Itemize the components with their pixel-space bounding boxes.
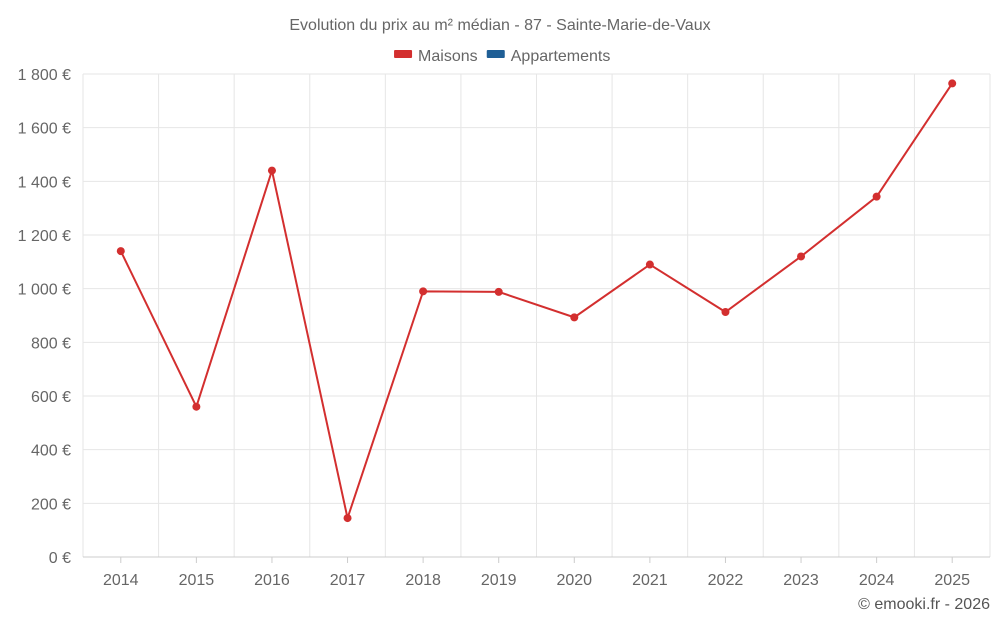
legend: Maisons Appartements xyxy=(394,48,610,65)
y-tick-label: 1 600 € xyxy=(18,121,71,138)
x-tick-label: 2021 xyxy=(632,572,668,589)
x-tick-label: 2024 xyxy=(859,572,895,589)
y-tick-label: 1 000 € xyxy=(18,282,71,299)
x-tick-label: 2020 xyxy=(556,572,592,589)
grid xyxy=(82,73,991,558)
data-point xyxy=(419,287,428,296)
x-tick-label: 2015 xyxy=(179,572,215,589)
data-point xyxy=(192,402,201,411)
y-tick-label: 600 € xyxy=(31,389,71,406)
chart-title: Evolution du prix au m² médian - 87 - Sa… xyxy=(289,17,710,34)
y-tick-label: 1 800 € xyxy=(18,67,71,84)
data-point xyxy=(645,260,654,269)
x-tick-label: 2019 xyxy=(481,572,517,589)
data-point xyxy=(721,308,730,317)
data-point xyxy=(570,313,579,322)
y-tick-label: 200 € xyxy=(31,496,71,513)
data-point xyxy=(948,79,957,88)
x-tick-label: 2014 xyxy=(103,572,139,589)
data-point xyxy=(116,247,125,256)
series-line-maisons xyxy=(119,82,954,522)
y-tick-label: 1 200 € xyxy=(18,228,71,245)
x-tick-label: 2016 xyxy=(254,572,290,589)
x-axis: 2014 2015 2016 2017 2018 2019 2020 2021 2022 2023… xyxy=(103,557,970,589)
x-tick-label: 2017 xyxy=(330,572,366,589)
data-point xyxy=(872,192,881,201)
series-layer xyxy=(116,79,957,523)
y-tick-label: 800 € xyxy=(31,335,71,352)
credit-text: © emooki.fr - 2026 xyxy=(858,596,990,613)
x-tick-label: 2023 xyxy=(783,572,819,589)
data-point xyxy=(267,166,276,175)
data-point xyxy=(494,287,503,296)
legend-swatch xyxy=(394,50,413,58)
legend-label: Maisons xyxy=(418,48,478,65)
y-tick-label: 1 400 € xyxy=(18,174,71,191)
legend-swatch xyxy=(486,50,505,58)
x-tick-label: 2018 xyxy=(405,572,441,589)
x-tick-label: 2022 xyxy=(708,572,744,589)
legend-label: Appartements xyxy=(511,48,611,65)
y-axis: 0 € 200 € 400 € 600 € 800 € 1 000 € 1 200 € 1 4… xyxy=(18,67,71,567)
data-point xyxy=(797,252,806,261)
y-tick-label: 400 € xyxy=(31,443,71,460)
x-tick-label: 2025 xyxy=(934,572,970,589)
y-tick-label: 0 € xyxy=(49,550,71,567)
data-point xyxy=(343,514,352,523)
